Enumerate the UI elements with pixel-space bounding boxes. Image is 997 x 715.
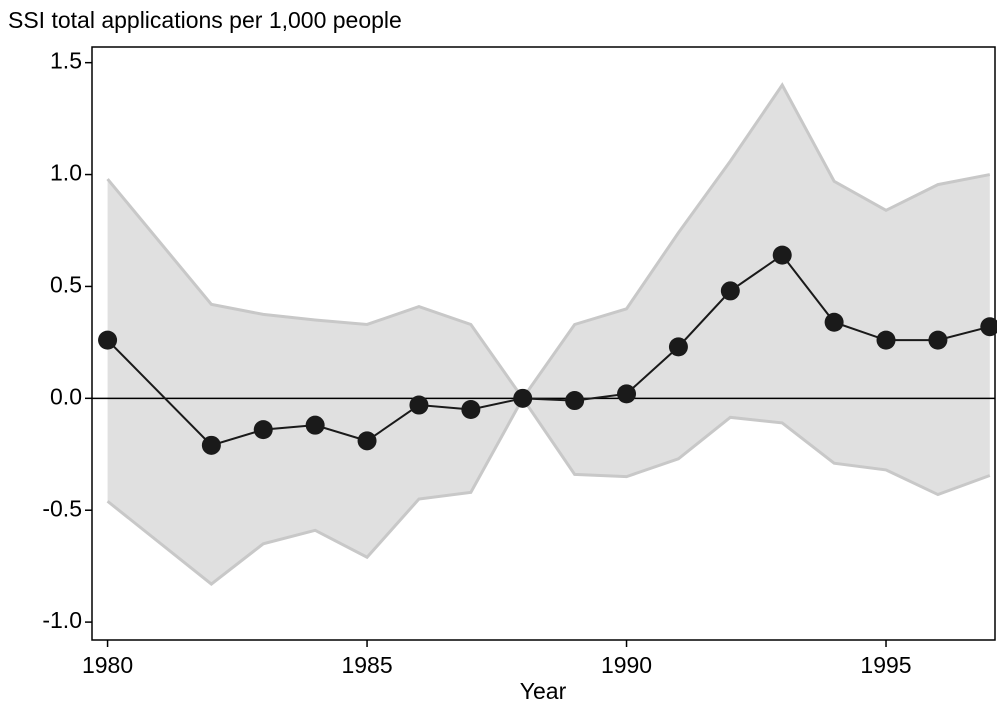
y-tick-label: 0.0 [50, 383, 82, 409]
estimate-point [824, 312, 844, 332]
x-axis-label: Year [520, 678, 567, 704]
estimate-point [201, 435, 221, 455]
estimate-point [253, 420, 273, 440]
estimate-point [513, 388, 533, 408]
y-tick-label: 0.5 [50, 272, 82, 298]
estimate-point [357, 431, 377, 451]
plot-frame [91, 46, 996, 641]
estimate-point [409, 395, 429, 415]
ci-edge [106, 82, 991, 401]
chart-title: SSI total applications per 1,000 people [8, 7, 402, 33]
estimate-point [772, 245, 792, 265]
y-tick-label: -1.0 [42, 607, 82, 633]
estimate-point [720, 281, 740, 301]
y-tick-label: 1.0 [50, 160, 82, 186]
y-tick-label: -0.5 [42, 495, 82, 521]
y-tick-label: 1.5 [50, 48, 82, 74]
estimate-point [565, 391, 585, 411]
estimate-point [980, 317, 997, 337]
estimate-point [668, 337, 688, 357]
x-tick-label: 1990 [601, 652, 652, 678]
estimate-point [617, 384, 637, 404]
x-tick-label: 1995 [860, 652, 911, 678]
estimate-point [305, 415, 325, 435]
estimate-point [928, 330, 948, 350]
x-tick-label: 1980 [82, 652, 133, 678]
x-tick-label: 1985 [341, 652, 392, 678]
estimate-point [461, 400, 481, 420]
ci-edge [106, 395, 991, 586]
ci-band [107, 85, 990, 585]
estimate-point [98, 330, 118, 350]
estimate-point [876, 330, 896, 350]
